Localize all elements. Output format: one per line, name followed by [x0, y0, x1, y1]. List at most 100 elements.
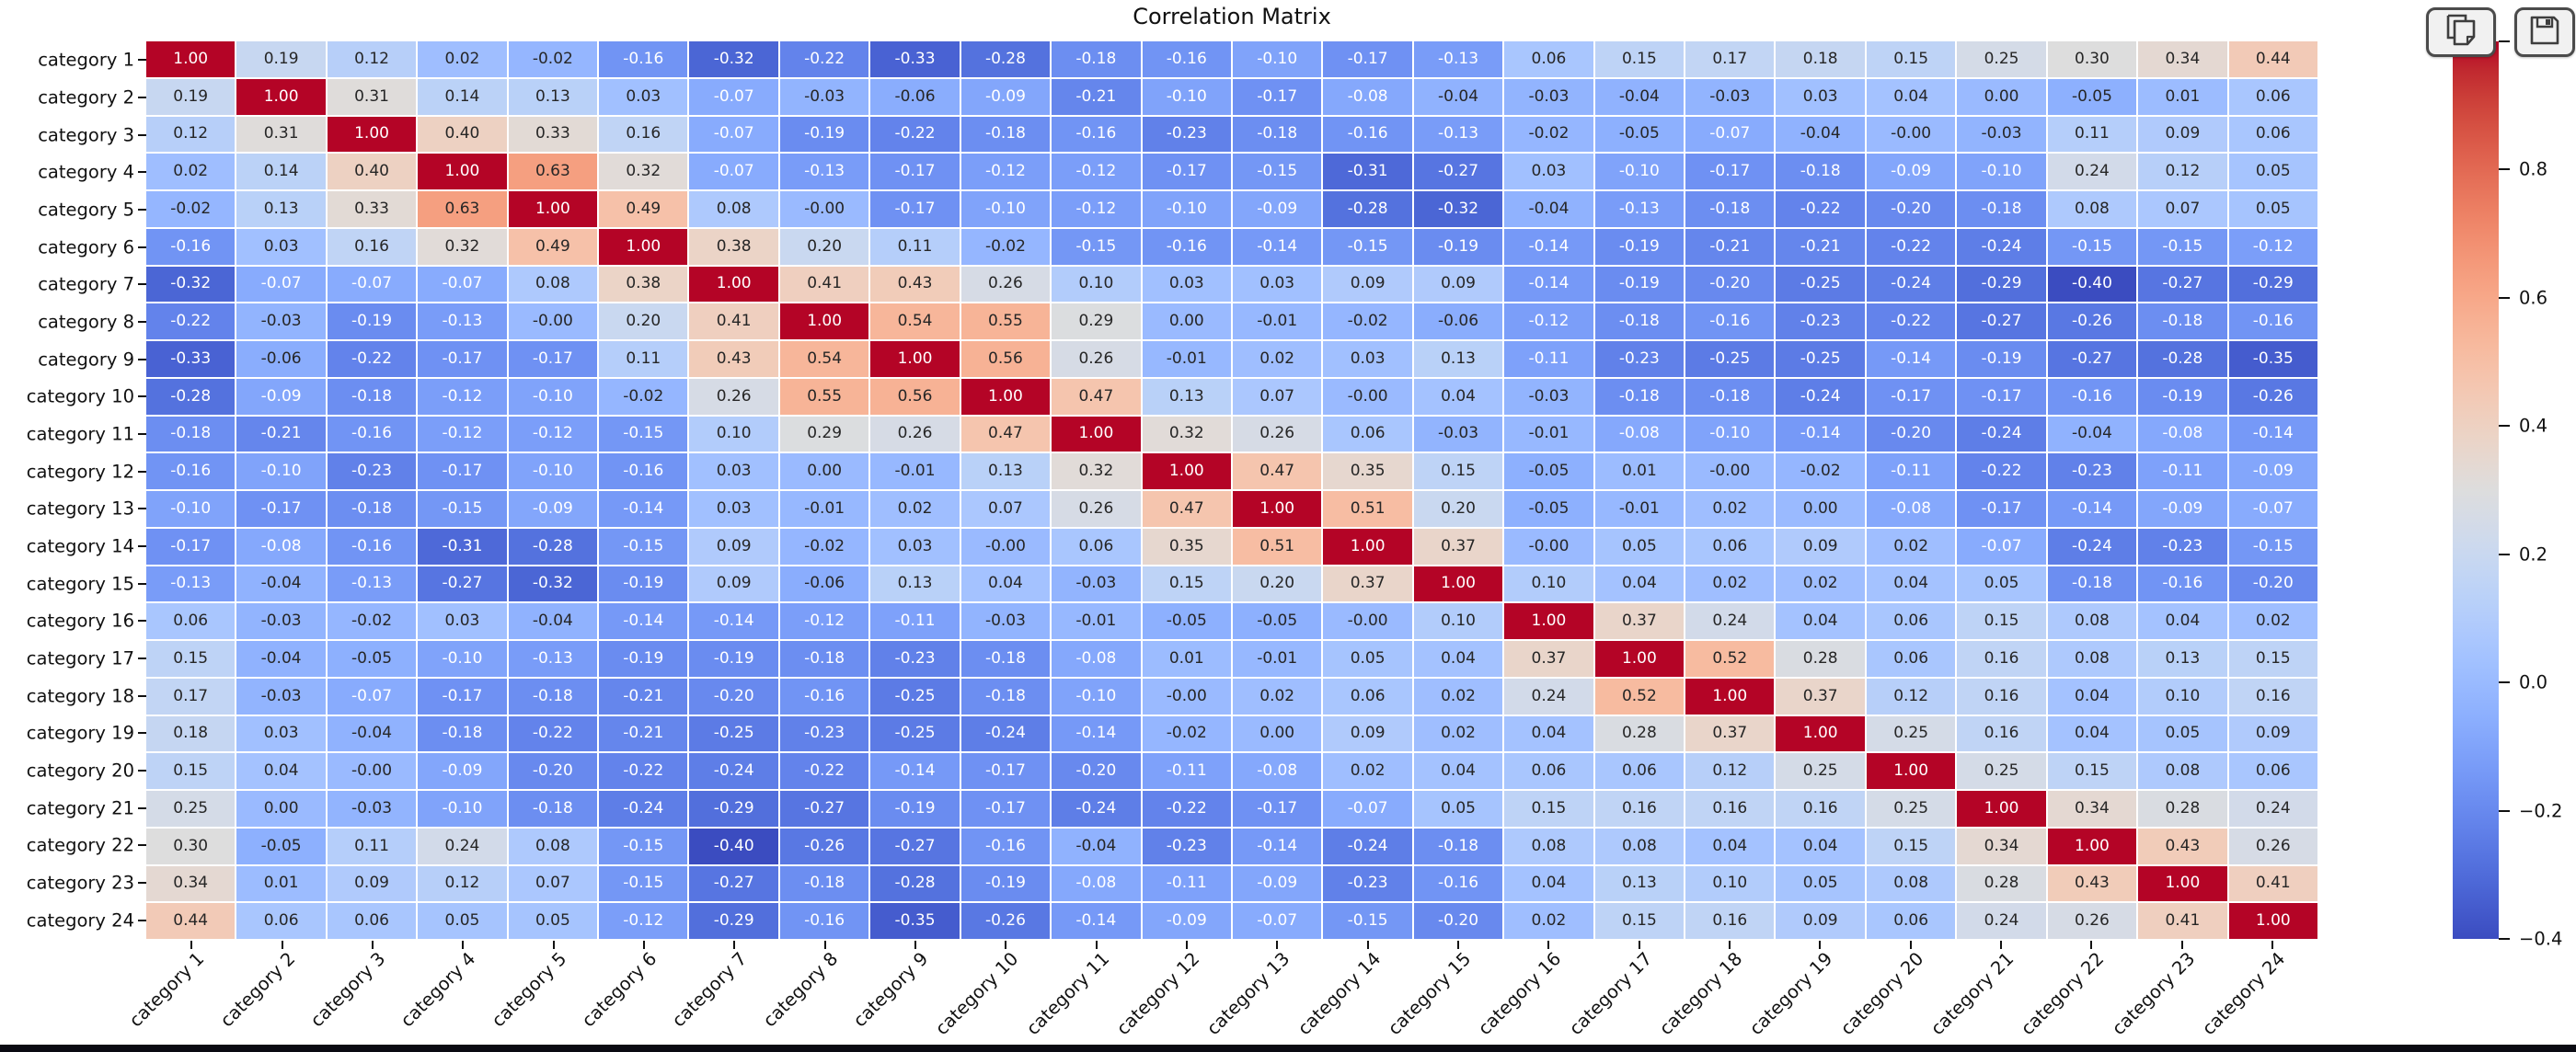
heatmap-cell: 0.06	[1504, 41, 1593, 77]
heatmap-cell: -0.02	[960, 228, 1051, 265]
heatmap-cell: -0.19	[327, 303, 417, 339]
heatmap-cell: 0.04	[1413, 641, 1503, 677]
heatmap-cell: -0.12	[418, 416, 507, 452]
heatmap-cell: 0.05	[1594, 528, 1685, 565]
heatmap-cell: 0.08	[1504, 828, 1593, 864]
heatmap-cell: -0.17	[418, 678, 507, 715]
y-tick-label: category 6	[0, 236, 134, 269]
y-tick-label-text: category 10	[26, 385, 134, 407]
save-button[interactable]	[2514, 7, 2575, 57]
y-tick-label: category 5	[0, 200, 134, 231]
y-tick-label: category 10	[0, 386, 134, 417]
heatmap-cell: -0.10	[1232, 41, 1322, 77]
copy-icon	[2441, 12, 2481, 52]
heatmap-cell: -0.17	[870, 154, 960, 189]
heatmap-cell: -0.07	[1323, 791, 1412, 827]
heatmap-cell: 0.35	[1323, 453, 1412, 489]
colorbar-tick-label-text: 0.0	[2519, 671, 2548, 693]
heatmap-cell: -0.07	[1685, 116, 1775, 153]
chart-title: Correlation Matrix	[1133, 4, 1331, 29]
heatmap-cell: -0.18	[146, 416, 236, 452]
y-tick-label-text: category 1	[38, 49, 134, 71]
heatmap-cell: 0.17	[146, 678, 236, 715]
heatmap-cell: 0.09	[1776, 528, 1865, 565]
y-tick-mark	[138, 770, 146, 772]
heatmap-cell: -0.06	[236, 341, 326, 377]
heatmap-cell: -0.06	[1413, 303, 1503, 339]
heatmap-cell: -0.16	[1142, 228, 1231, 265]
heatmap-cell: -0.07	[236, 266, 326, 303]
heatmap-cell: -0.22	[1776, 191, 1865, 227]
heatmap-cell: -0.10	[960, 191, 1051, 227]
colorbar-tick-mark	[2499, 168, 2510, 171]
y-tick-label: category 11	[0, 424, 134, 455]
heatmap-cell: -0.29	[1957, 266, 2046, 303]
heatmap-cell: -0.12	[1052, 191, 1141, 227]
heatmap-cell: 0.02	[146, 154, 236, 189]
heatmap-cell: 0.08	[508, 828, 598, 864]
y-tick-label: category 13	[0, 498, 134, 530]
heatmap-cell: -0.16	[779, 678, 869, 715]
heatmap-cell: 0.06	[1866, 641, 1956, 677]
heatmap-cell: 0.06	[1323, 416, 1412, 452]
heatmap-cell: 0.26	[1052, 341, 1141, 377]
heatmap-cell: 0.33	[327, 191, 417, 227]
heatmap-cell: -0.03	[1504, 78, 1593, 115]
heatmap-cell: 0.34	[2138, 41, 2227, 77]
heatmap-cell: -0.29	[689, 791, 778, 827]
y-tick-label: category 23	[0, 873, 134, 904]
heatmap-cell: 0.47	[1052, 378, 1141, 415]
heatmap-cell: -0.15	[599, 828, 688, 864]
heatmap-cell: 1.00	[1594, 641, 1685, 677]
heatmap-cell: -0.15	[418, 491, 507, 527]
heatmap-cell: -0.05	[1232, 603, 1322, 639]
heatmap-cell: 0.19	[146, 78, 236, 115]
y-tick-label: category 20	[0, 760, 134, 792]
heatmap-cell: 0.12	[1866, 678, 1956, 715]
heatmap-cell: 0.43	[689, 341, 778, 377]
heatmap-cell: 0.15	[1413, 453, 1503, 489]
heatmap-cell: -0.08	[1866, 491, 1956, 527]
heatmap-cell: -0.03	[1685, 78, 1775, 115]
heatmap-cell: 0.56	[870, 378, 960, 415]
heatmap-cell: -0.03	[1052, 566, 1141, 602]
heatmap-cell: -0.02	[1323, 303, 1412, 339]
heatmap-cell: 0.09	[2138, 116, 2227, 153]
heatmap-cell: -0.18	[1594, 378, 1685, 415]
heatmap-cell: 0.15	[2228, 641, 2317, 677]
heatmap-cell: 0.03	[870, 528, 960, 565]
heatmap-cell: -0.17	[1866, 378, 1956, 415]
heatmap-cell: 0.43	[2138, 828, 2227, 864]
heatmap-cell: 0.03	[418, 603, 507, 639]
heatmap-cell: 0.09	[1323, 715, 1412, 752]
heatmap-cell: -0.16	[1413, 865, 1503, 902]
heatmap-cell: -0.14	[1232, 828, 1322, 864]
heatmap-cell: -0.22	[327, 341, 417, 377]
heatmap-cell: 0.26	[2047, 903, 2137, 939]
heatmap-cell: 0.38	[689, 228, 778, 265]
heatmap-cell: -0.00	[1866, 116, 1956, 153]
heatmap-cell: -0.01	[779, 491, 869, 527]
heatmap-cell: 0.05	[2228, 154, 2317, 189]
heatmap-cell: -0.06	[779, 566, 869, 602]
heatmap-cell: 0.16	[1957, 678, 2046, 715]
heatmap-cell: 0.13	[1413, 341, 1503, 377]
y-tick-mark	[138, 59, 146, 62]
heatmap-cell: 0.24	[2228, 791, 2317, 827]
x-tick-mark	[1456, 941, 1459, 949]
heatmap-cell: -0.09	[418, 753, 507, 789]
heatmap-cell: -0.14	[599, 491, 688, 527]
heatmap-cell: 0.30	[2047, 41, 2137, 77]
heatmap-cell: -0.28	[508, 528, 598, 565]
heatmap-cell: 0.02	[1232, 341, 1322, 377]
y-tick-mark	[138, 133, 146, 136]
heatmap-cell: -0.15	[1052, 228, 1141, 265]
y-tick-label: category 1	[0, 50, 134, 81]
heatmap-cell: 0.04	[2138, 603, 2227, 639]
x-tick-mark	[1095, 941, 1098, 949]
copy-button[interactable]	[2426, 7, 2496, 57]
heatmap-cell: -0.02	[146, 191, 236, 227]
heatmap-cell: 0.54	[779, 341, 869, 377]
heatmap-cell: -0.28	[2138, 341, 2227, 377]
heatmap-cell: 0.14	[236, 154, 326, 189]
